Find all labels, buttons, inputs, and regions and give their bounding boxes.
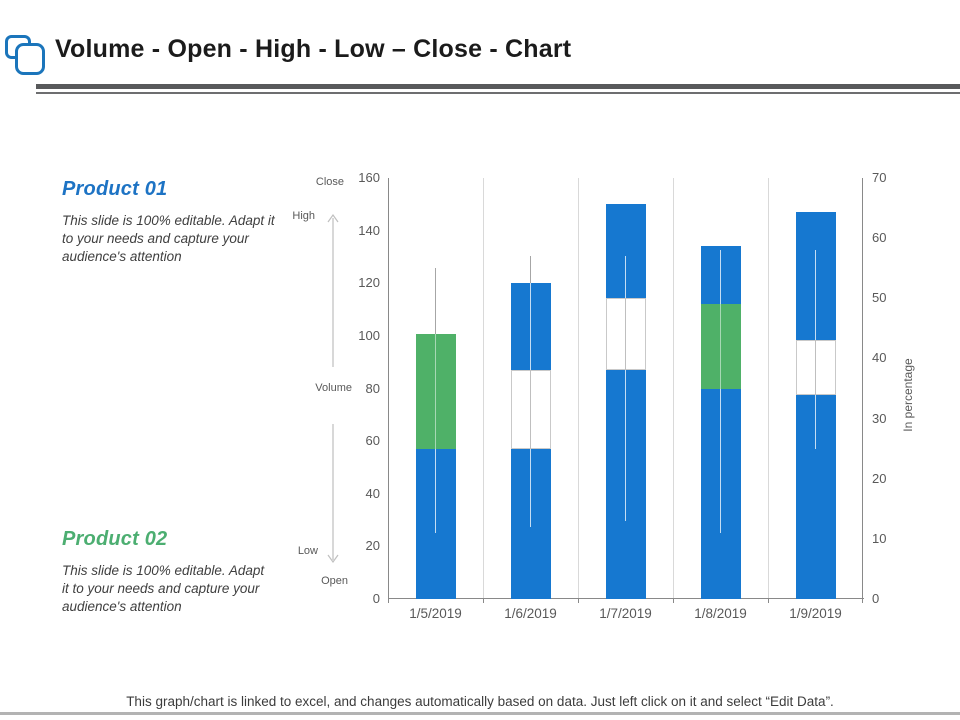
secondary-axis-tick-label: 20 [872,470,887,486]
high-low-range-arrows [327,213,339,564]
title-divider-thin [36,92,960,94]
high-low-line-segment [434,334,437,449]
plot-gridline [577,178,579,599]
primary-axis-tick-label: 160 [358,170,380,185]
high-low-line-segment [624,256,627,299]
secondary-axis-tick-label: 70 [872,170,887,185]
high-low-line-segment [529,370,532,449]
high-low-line-segment [434,449,437,533]
secondary-axis-tick-label: 50 [872,290,887,306]
category-label: 1/9/2019 [789,606,842,621]
volume-label: Volume [315,382,352,394]
high-low-line-segment [530,256,531,284]
secondary-axis-tick-label: 0 [872,591,880,606]
low-label: Low [297,545,318,557]
high-low-line-segment [624,298,627,371]
secondary-axis-tick-label: 40 [872,350,887,366]
primary-axis-tick-label: 80 [365,380,380,396]
high-low-line-segment [529,283,532,371]
category-label: 1/7/2019 [599,606,652,621]
primary-axis-tick-label: 0 [372,591,380,606]
title-divider-thick [36,84,960,89]
primary-axis-tick-label: 140 [358,222,380,238]
product-02-heading: Product 02 [62,528,168,550]
secondary-axis-line [862,178,863,599]
product-02-block: Product 02 This slide is 100% editable. … [62,528,312,616]
baseline-tick [768,599,769,603]
baseline-tick [673,599,674,603]
primary-axis-tick-label: 20 [365,538,380,554]
primary-axis-tick-label: 60 [365,433,380,449]
open-label: Open [321,575,348,587]
baseline-tick [578,599,579,603]
primary-axis-tick-label: 100 [358,327,380,343]
plot-gridline [672,178,674,599]
baseline-tick [483,599,484,603]
product-02-description: This slide is 100% editable. Adapt it to… [62,563,265,614]
page-title: Volume - Open - High - Low – Close - Cha… [55,35,572,63]
high-low-line-segment [719,304,722,389]
close-label: Close [315,176,344,188]
high-low-line-segment [814,394,817,449]
high-label: High [292,210,315,222]
secondary-axis-tick-label: 10 [872,530,887,546]
primary-axis-tick-label: 40 [365,485,380,501]
high-low-line-segment [814,340,817,395]
category-label: 1/5/2019 [409,606,462,621]
primary-axis-line [388,178,389,599]
plot-gridline [482,178,484,599]
secondary-axis-title: In percentage [901,358,915,432]
baseline-tick [862,599,863,603]
secondary-axis-tick-label: 60 [872,230,887,246]
high-low-line-segment [624,370,627,521]
bottom-border-line [0,712,960,715]
high-low-line-segment [435,268,436,335]
high-low-line-segment [719,388,722,533]
category-label: 1/6/2019 [504,606,557,621]
high-low-line-segment [719,250,722,305]
baseline-tick [388,599,389,603]
footer-note: This graph/chart is linked to excel, and… [126,694,834,709]
high-low-line-segment [529,448,532,527]
high-low-line-segment [814,250,817,341]
overlapping-squares-icon [5,35,45,75]
primary-axis-tick-label: 120 [358,275,380,291]
product-01-description: This slide is 100% editable. Adapt it to… [62,213,275,264]
secondary-axis-tick-label: 30 [872,410,887,426]
plot-gridline [767,178,769,599]
product-01-heading: Product 01 [62,178,168,200]
plot-area [388,178,864,603]
category-label: 1/8/2019 [694,606,747,621]
product-01-block: Product 01 This slide is 100% editable. … [62,178,312,266]
